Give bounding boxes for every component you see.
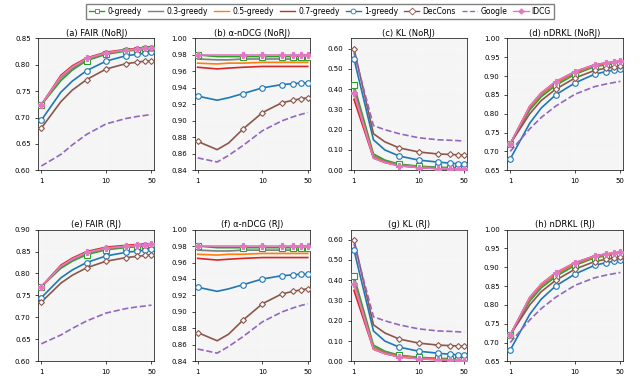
Title: (a) FAIR (NoRJ): (a) FAIR (NoRJ) [65, 28, 127, 38]
Title: (c) KL (NoRJ): (c) KL (NoRJ) [383, 28, 435, 38]
Title: (f) α-nDCG (RJ): (f) α-nDCG (RJ) [221, 220, 284, 229]
Title: (h) nDRKL (RJ): (h) nDRKL (RJ) [535, 220, 595, 229]
Title: (g) KL (RJ): (g) KL (RJ) [388, 220, 430, 229]
Title: (b) α-nDCG (NoRJ): (b) α-nDCG (NoRJ) [214, 28, 291, 38]
Title: (d) nDRKL (NoRJ): (d) nDRKL (NoRJ) [529, 28, 601, 38]
Legend: 0-greedy, 0.3-greedy, 0.5-greedy, 0.7-greedy, 1-greedy, DecCons, Google, IDCG: 0-greedy, 0.3-greedy, 0.5-greedy, 0.7-gr… [86, 4, 554, 19]
Title: (e) FAIR (RJ): (e) FAIR (RJ) [71, 220, 122, 229]
